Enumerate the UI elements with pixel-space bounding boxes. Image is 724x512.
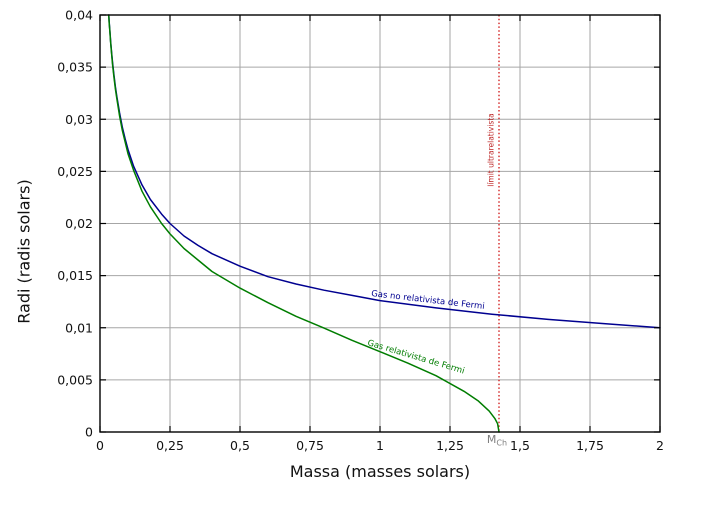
x-tick-label: 1,5 [510,438,530,453]
mch-axis-marker: MCh [487,433,507,448]
y-tick-label: 0,04 [65,8,93,23]
x-tick-label: 1,75 [576,438,604,453]
x-tick-label: 2 [656,438,664,453]
x-tick-label: 1 [376,438,384,453]
x-tick-label: 0,75 [296,438,324,453]
x-tick-label: 0,5 [230,438,250,453]
x-tick-label: 1,25 [436,438,464,453]
y-tick-label: 0,03 [65,112,93,127]
y-tick-label: 0,02 [65,216,93,231]
y-tick-label: 0,01 [65,320,93,335]
curve-label-non-relativistic-fermi-gas: Gas no relativista de Fermi [371,289,485,312]
y-tick-label: 0,005 [57,372,93,387]
x-axis-title: Massa (masses solars) [289,462,471,481]
y-tick-label: 0,015 [57,268,93,283]
y-tick-label: 0 [85,425,93,440]
y-tick-label: 0,035 [57,60,93,75]
x-tick-label: 0,25 [156,438,184,453]
curve-relativistic-fermi-gas [107,14,500,433]
curve-label-relativistic-fermi-gas: Gas relativista de Fermi [366,338,465,376]
y-tick-label: 0,025 [57,164,93,179]
x-tick-label: 0 [96,438,104,453]
y-axis-title: Radi (radis solars) [14,179,34,324]
chandrasekhar-limit-label: límit ultrarelativista [487,113,496,187]
